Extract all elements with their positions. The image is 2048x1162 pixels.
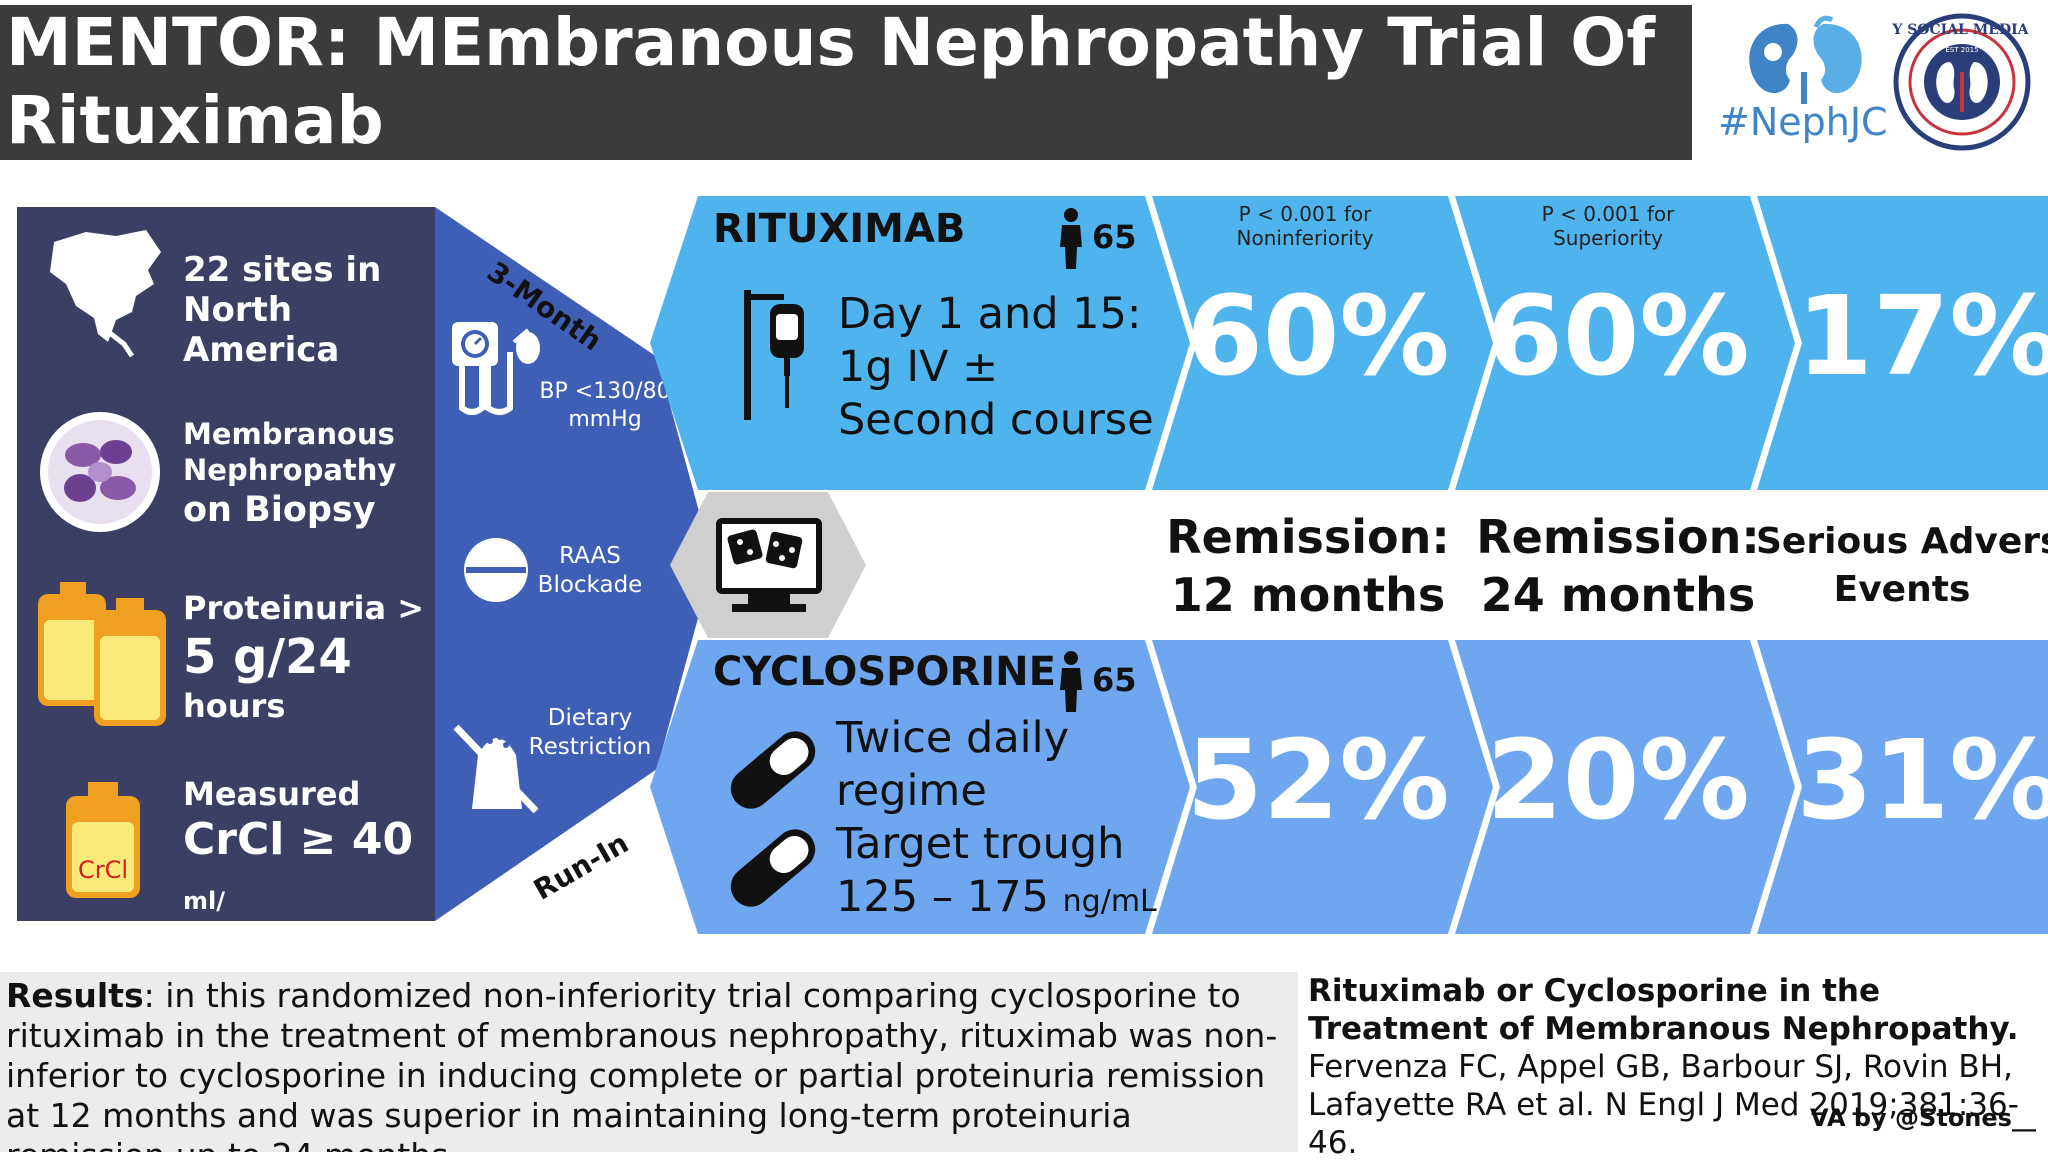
cyclosporine-dose-line-2: regime [836,766,987,816]
outcome-3-label-line-2: Events [1833,569,1971,610]
nephjc-logo-text: #NephJC [1718,100,1888,144]
crcl-jug-label: CrCl [78,856,128,884]
proteinuria-line-1: Proteinuria > [183,589,425,627]
cyclosporine-dose-line-1: Twice daily [836,713,1070,763]
sites-label: 22 sites in North America [183,250,382,370]
rituximab-n: 65 [1092,218,1137,256]
outcome-1-pvalue: P < 0.001 for Noninferiority [1155,202,1455,250]
outcome-2-label: Remission: 24 months [1468,508,1768,624]
citation-title: Rituximab or Cyclosporine in the Treatme… [1308,973,2019,1047]
crcl-jug-icon: CrCl [66,782,140,898]
rituximab-serious-adverse-events: 17% [1796,272,2048,400]
crcl-unit: ml/ [183,887,225,915]
biopsy-line-3: on Biopsy [183,490,376,530]
capsule-icon [730,731,816,809]
citation-authors: Fervenza FC, Appel GB, Barbour SJ, Rovin… [1308,1049,2019,1161]
raas-blockade: RAAS Blockade [530,542,650,600]
cyclosporine-dose: Twice daily regime Target trough 125 – 1… [836,712,1157,928]
raas-line-1: RAAS [559,543,621,569]
crcl-criterion: Measured CrCl ≥ 40 ml/ min/1.73m² [183,774,433,960]
cyclosporine-arm-title: CYCLOSPORINE [713,649,1056,695]
title-bar [0,5,1692,160]
capsule-icon [730,829,816,907]
results-box [0,972,1298,1152]
proteinuria-line-2: 5 g/24 [183,629,352,685]
cyclosporine-serious-adverse-events: 31% [1796,716,2048,844]
rituximab-dose-line-3: Second course [838,395,1154,445]
outcome-2-pvalue-line-1: P < 0.001 for [1541,202,1675,226]
va-credit: VA by @Stones__ [1810,1104,2036,1132]
urine-jug-icon [38,582,166,726]
dietary-restriction: Dietary Restriction [520,704,660,762]
results-summary: Results: in this randomized non-inferior… [6,976,1296,1152]
cyclosporine-n: 65 [1092,661,1137,699]
results-label: Results [6,976,144,1015]
randomization-hexagon [670,492,866,638]
biopsy-criterion: Membranous Nephropathy on Biopsy [183,416,433,532]
outcome-1-pvalue-line-2: Noninferiority [1236,226,1374,250]
outcome-1-pvalue-line-1: P < 0.001 for [1238,202,1372,226]
outcome-2-label-line-2: 24 months [1480,568,1756,622]
bp-line-2: mmHg [568,407,642,432]
results-body: : in this randomized non-inferiority tri… [6,976,1278,1152]
raas-pill-icon [464,538,528,602]
rituximab-remission-24mo: 60% [1486,272,1750,400]
salt-restriction-icon [453,724,539,814]
collective-logo-text: NEPHROLOGY SOCIAL MEDIA COLLECTIVE [1892,22,2032,38]
outcome-1-label-line-2: 12 months [1170,568,1446,622]
outcome-2-pvalue: P < 0.001 for Superiority [1458,202,1758,250]
outcome-2-label-line-1: Remission: [1476,510,1760,564]
cyclosporine-dose-line-4: 125 – 175 [836,872,1049,922]
person-icon [1060,208,1082,269]
nephjc-kidney-logo-icon [1749,15,1862,104]
north-america-map-icon [50,230,161,358]
raas-line-2: Blockade [537,572,643,598]
crcl-line-2: CrCl ≥ 40 [183,814,414,865]
proteinuria-line-3: hours [183,687,286,725]
rituximab-arm-title: RITUXIMAB [713,206,966,252]
cyclosporine-remission-24mo: 20% [1486,716,1750,844]
biopsy-line-1: Membranous [183,417,395,451]
person-icon [1060,651,1082,712]
rituximab-dose-line-1: Day 1 and 15: [838,289,1142,339]
biopsy-line-2: Nephropathy [183,453,397,487]
bp-target: BP <130/80 mmHg [535,378,675,434]
rituximab-dose-line-2: 1g IV ± [838,342,999,392]
rituximab-remission-12mo: 60% [1186,272,1450,400]
outcome-2-pvalue-line-2: Superiority [1553,226,1663,250]
crcl-line-3: min/1.73m² [183,932,325,957]
outcome-1-label: Remission: 12 months [1158,508,1458,624]
rituximab-dose: Day 1 and 15: 1g IV ± Second course [838,288,1154,447]
cyclosporine-dose-unit: ng/mL [1062,884,1157,919]
outcome-3-label: Serious Adverse Events [1756,518,2048,614]
diet-line-1: Dietary [547,705,633,731]
rituximab-band [650,196,2048,490]
bp-line-1: BP <130/80 [539,379,671,404]
crcl-line-1: Measured [183,775,361,813]
cyclosporine-dose-line-3: Target trough [836,819,1125,869]
proteinuria-criterion: Proteinuria > 5 g/24 hours [183,588,433,726]
kidney-biopsy-icon [40,412,160,532]
collective-logo-year: EST 2015 [1945,46,1978,54]
nephrology-collective-logo-icon: NEPHROLOGY SOCIAL MEDIA COLLECTIVE EST 2… [1892,13,2032,151]
outcome-1-label-line-1: Remission: [1166,510,1450,564]
cyclosporine-remission-12mo: 52% [1186,716,1450,844]
outcome-3-label-line-1: Serious Adverse [1756,521,2048,562]
iv-drip-icon [744,290,804,420]
page-title: MENTOR: MEmbranous Nephropathy Trial Of … [6,4,1656,159]
diet-line-2: Restriction [528,734,652,760]
citation: Rituximab or Cyclosporine in the Treatme… [1308,972,2038,1162]
bp-cuff-icon [452,322,540,415]
